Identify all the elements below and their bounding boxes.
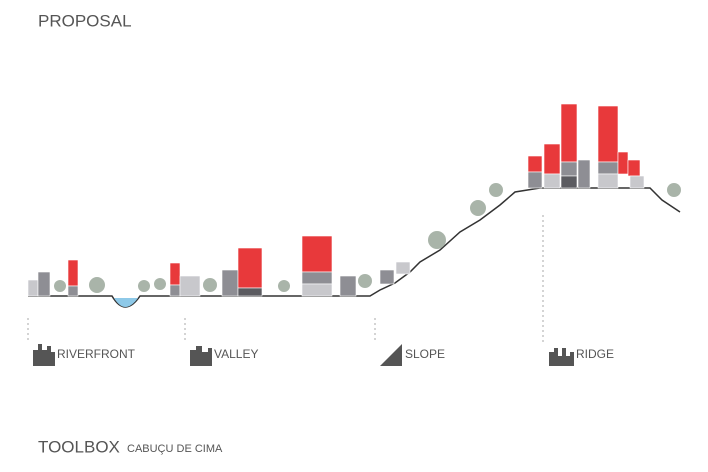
footer-subtitle: CABUÇU DE CIMA — [127, 443, 223, 455]
buildings — [27, 103, 645, 297]
footer-title: TOOLBOX — [38, 437, 120, 456]
terrain — [28, 187, 681, 308]
trees — [54, 183, 681, 293]
section-label: SLOPE — [405, 347, 445, 361]
section-icons — [33, 344, 574, 366]
section-label: RIDGE — [576, 347, 614, 361]
section-dividers — [27, 215, 544, 342]
section-label: VALLEY — [214, 347, 258, 361]
section-label: RIVERFRONT — [57, 347, 136, 361]
page-title: PROPOSAL — [38, 11, 132, 30]
